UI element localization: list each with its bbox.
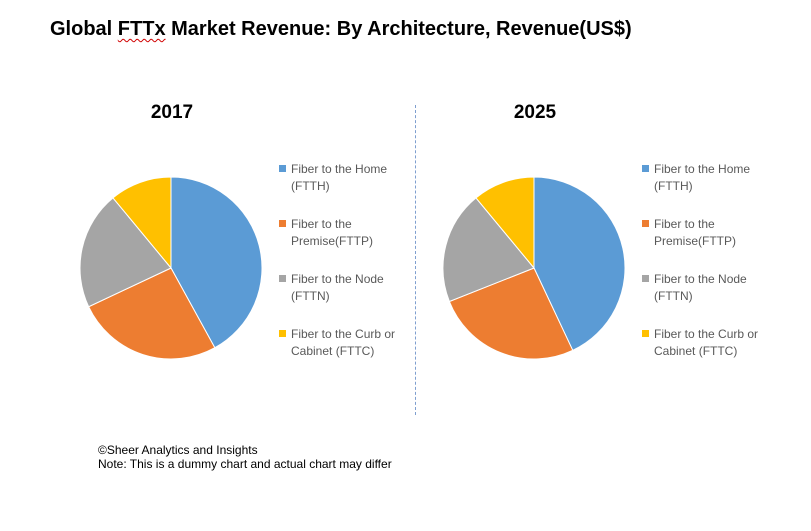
- legend-label: Fiber to the Home (FTTH): [654, 162, 751, 193]
- pie-slice-2017-fttn: [79, 197, 172, 308]
- pie-slice-2025-fttn: [442, 197, 535, 303]
- pie-chart-2025: [442, 176, 626, 360]
- title-underlined-word: FTTx: [117, 18, 166, 40]
- legend-swatch: [279, 165, 286, 172]
- legend-label: Fiber to the Premise(FTTP): [291, 217, 373, 248]
- footer: ©Sheer Analytics and Insights Note: This…: [98, 443, 392, 471]
- legend-item-2017-ftth: Fiber to the Home (FTTH): [279, 161, 401, 195]
- legend-item-2025-fttp: Fiber to the Premise(FTTP): [642, 216, 764, 250]
- pie-chart-2017: [79, 176, 263, 360]
- pie-slice-2017-fttc: [112, 176, 172, 270]
- legend-swatch: [642, 330, 649, 337]
- page-title: Global FTTx Market Revenue: By Architect…: [50, 18, 632, 40]
- legend-item-2017-fttp: Fiber to the Premise(FTTP): [279, 216, 401, 250]
- footer-copyright: ©Sheer Analytics and Insights: [98, 443, 258, 457]
- pie-slice-2025-ftth: [533, 176, 626, 352]
- chart-title-2025: 2025: [513, 102, 557, 123]
- footer-note: Note: This is a dummy chart and actual c…: [98, 457, 392, 471]
- legend-swatch: [642, 275, 649, 282]
- legend-item-2025-fttc: Fiber to the Curb or Cabinet (FTTC): [642, 326, 764, 360]
- chart-title-2017: 2017: [150, 102, 194, 123]
- legend-label: Fiber to the Premise(FTTP): [654, 217, 736, 248]
- legend-swatch: [279, 220, 286, 227]
- legend-item-2025-fttn: Fiber to the Node (FTTN): [642, 271, 764, 305]
- legend-swatch: [279, 330, 286, 337]
- legend-label: Fiber to the Home (FTTH): [291, 162, 388, 193]
- pie-slice-2017-fttp: [87, 267, 216, 360]
- legend-label: Fiber to the Node (FTTN): [654, 272, 747, 303]
- legend-label: Fiber to the Node (FTTN): [291, 272, 384, 303]
- legend-2025: Fiber to the Home (FTTH) Fiber to the Pre…: [642, 161, 764, 381]
- legend-swatch: [642, 165, 649, 172]
- legend-label: Fiber to the Curb or Cabinet (FTTC): [291, 327, 396, 358]
- pie-slice-2025-fttc: [475, 176, 535, 270]
- legend-2017: Fiber to the Home (FTTH) Fiber to the Pre…: [279, 161, 401, 381]
- legend-swatch: [642, 220, 649, 227]
- legend-item-2017-fttc: Fiber to the Curb or Cabinet (FTTC): [279, 326, 401, 360]
- pie-slice-2017-ftth: [170, 176, 263, 349]
- legend-label: Fiber to the Curb or Cabinet (FTTC): [654, 327, 759, 358]
- legend-swatch: [279, 275, 286, 282]
- chart-divider: [415, 105, 416, 415]
- legend-item-2025-ftth: Fiber to the Home (FTTH): [642, 161, 764, 195]
- legend-item-2017-fttn: Fiber to the Node (FTTN): [279, 271, 401, 305]
- pie-slice-2025-fttp: [448, 267, 574, 360]
